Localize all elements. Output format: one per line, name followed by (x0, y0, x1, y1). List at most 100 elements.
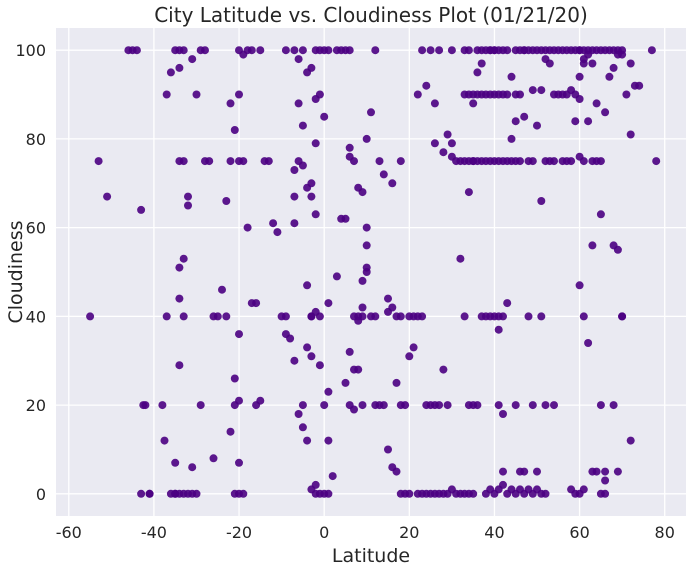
data-point (341, 214, 350, 223)
data-point (303, 436, 312, 445)
data-point (601, 489, 610, 498)
data-point (175, 263, 184, 272)
data-point (247, 46, 256, 55)
y-axis-title: Cloudiness (5, 220, 27, 323)
data-points (86, 46, 661, 498)
data-point (460, 312, 469, 321)
data-point (401, 401, 410, 410)
data-point (137, 489, 146, 498)
x-tick-label: 0 (319, 523, 329, 542)
data-point (294, 55, 303, 64)
data-point (162, 312, 171, 321)
data-point (647, 46, 656, 55)
y-tick-label: 20 (26, 396, 46, 415)
data-point (418, 46, 427, 55)
data-point (222, 312, 231, 321)
data-point (550, 401, 558, 410)
data-point (345, 347, 354, 356)
data-point (511, 117, 520, 126)
y-axis-tick-labels: 0 20 40 60 80 100 (15, 41, 46, 504)
data-point (290, 192, 299, 201)
data-point (592, 467, 601, 476)
data-point (222, 197, 231, 205)
data-point (358, 401, 367, 410)
data-point (235, 458, 243, 467)
data-point (345, 143, 354, 152)
data-point (545, 59, 554, 68)
data-point (575, 281, 584, 290)
data-point (379, 170, 388, 179)
data-point (405, 489, 414, 498)
data-point (303, 281, 312, 290)
data-point (537, 197, 546, 205)
data-point (332, 272, 341, 281)
x-axis-tick-labels: -60 -40 -20 0 20 40 60 80 (56, 523, 675, 542)
data-point (179, 157, 188, 166)
data-point (158, 401, 167, 410)
data-point (218, 285, 226, 294)
data-point (537, 312, 546, 321)
data-point (413, 90, 422, 99)
data-point (175, 361, 184, 370)
data-point (635, 81, 644, 90)
data-point (528, 401, 537, 410)
data-point (520, 112, 529, 121)
data-point (447, 46, 456, 55)
data-point (516, 157, 524, 166)
data-point (315, 361, 324, 370)
data-point (362, 223, 371, 232)
data-point (324, 489, 333, 498)
y-tick-label: 40 (26, 307, 46, 326)
data-point (622, 90, 631, 99)
data-point (613, 245, 622, 254)
data-point (230, 126, 239, 134)
data-point (579, 157, 588, 166)
data-point (324, 387, 333, 396)
data-point (550, 90, 558, 99)
y-tick-label: 100 (15, 41, 46, 60)
data-point (601, 476, 610, 485)
data-point (503, 46, 512, 55)
x-tick-label: -40 (141, 523, 167, 542)
data-point (609, 401, 618, 410)
data-point (541, 489, 550, 498)
data-point (443, 130, 452, 139)
data-point (324, 436, 333, 445)
data-point (430, 139, 439, 148)
data-point (371, 312, 380, 321)
data-point (307, 352, 316, 361)
data-point (350, 405, 358, 414)
data-point (192, 489, 201, 498)
data-point (507, 72, 516, 81)
data-point (371, 46, 380, 55)
data-point (184, 192, 192, 201)
data-point (162, 90, 171, 99)
data-point (447, 139, 456, 148)
data-point (290, 46, 299, 55)
data-point (507, 134, 516, 143)
data-point (175, 63, 184, 72)
data-point (609, 63, 618, 72)
data-point (324, 46, 333, 55)
data-point (298, 46, 307, 55)
data-point (533, 121, 541, 130)
data-point (315, 90, 324, 99)
data-point (596, 157, 605, 166)
data-point (294, 99, 303, 108)
data-point (269, 219, 278, 228)
data-point (605, 72, 614, 81)
data-point (137, 205, 146, 214)
data-point (388, 303, 397, 312)
y-tick-label: 60 (26, 219, 46, 238)
data-point (160, 436, 169, 445)
data-point (350, 157, 358, 166)
data-point (388, 179, 397, 188)
data-point (652, 157, 661, 166)
data-point (307, 179, 316, 188)
data-point (94, 157, 103, 166)
data-point (315, 312, 324, 321)
chart-title: City Latitude vs. Cloudiness Plot (01/21… (154, 3, 588, 27)
data-point (601, 467, 610, 476)
data-point (264, 157, 273, 166)
